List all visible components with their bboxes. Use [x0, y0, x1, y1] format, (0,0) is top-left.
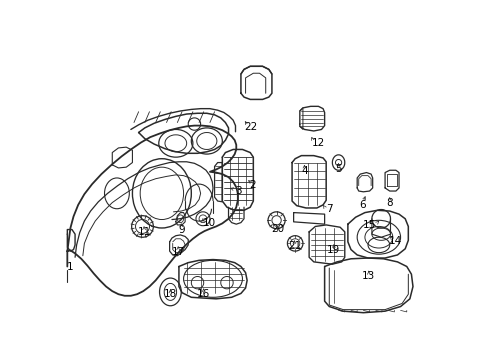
- Text: 13: 13: [362, 271, 375, 281]
- Text: 5: 5: [335, 164, 341, 174]
- Text: 20: 20: [271, 224, 284, 234]
- Text: 1: 1: [67, 261, 74, 271]
- Text: 9: 9: [178, 225, 184, 235]
- Text: 21: 21: [287, 242, 301, 252]
- Text: 12: 12: [311, 138, 325, 148]
- Text: 19: 19: [326, 245, 340, 255]
- Text: 6: 6: [359, 200, 365, 210]
- Text: 8: 8: [386, 198, 392, 208]
- Text: 14: 14: [388, 236, 401, 246]
- Text: 4: 4: [301, 166, 307, 176]
- Text: 17: 17: [171, 247, 184, 257]
- Text: 3: 3: [235, 186, 242, 196]
- Text: 11: 11: [137, 227, 150, 237]
- Text: 18: 18: [163, 289, 177, 299]
- Text: 10: 10: [202, 219, 215, 228]
- Text: 15: 15: [362, 220, 375, 230]
- Text: 16: 16: [197, 289, 210, 299]
- Text: 2: 2: [249, 180, 255, 190]
- Text: 7: 7: [325, 204, 332, 214]
- Text: 22: 22: [244, 122, 257, 132]
